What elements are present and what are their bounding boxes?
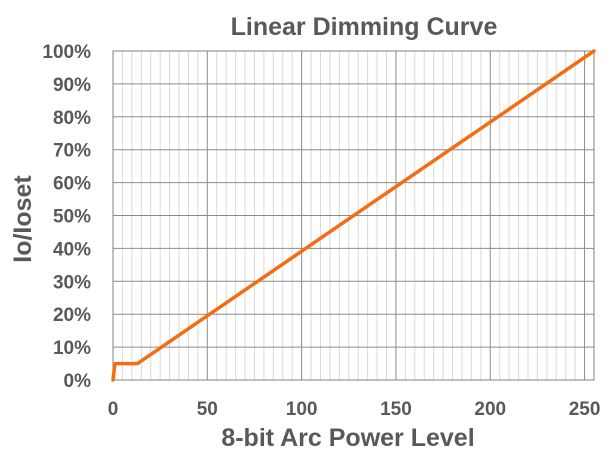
- y-tick-label: 0%: [64, 371, 92, 392]
- x-tick-label: 150: [380, 399, 412, 420]
- grid: [113, 51, 594, 380]
- x-axis-tick-labels: 0 50 100 150 200 250: [108, 399, 601, 420]
- x-tick-label: 200: [474, 399, 506, 420]
- y-axis-title: Io/Ioset: [9, 175, 37, 263]
- y-tick-label: 50%: [53, 207, 91, 228]
- y-tick-label: 10%: [53, 338, 91, 359]
- x-tick-label: 0: [108, 399, 119, 420]
- x-tick-label: 50: [197, 399, 218, 420]
- y-tick-label: 60%: [53, 174, 91, 195]
- y-axis-tick-labels: 0% 10% 20% 30% 40% 50% 60% 70% 80% 90% 100%: [42, 42, 91, 392]
- y-tick-label: 20%: [53, 305, 91, 326]
- x-axis-title: 8-bit Arc Power Level: [221, 424, 474, 452]
- chart-title: Linear Dimming Curve: [231, 13, 498, 41]
- series-layer: [111, 49, 596, 382]
- y-tick-label: 100%: [42, 42, 91, 63]
- x-tick-label: 100: [286, 399, 318, 420]
- x-tick-label: 250: [569, 399, 601, 420]
- y-tick-label: 30%: [53, 272, 91, 293]
- plot-area: [112, 50, 595, 381]
- y-tick-label: 70%: [53, 141, 91, 162]
- y-tick-label: 80%: [53, 108, 91, 129]
- series-line: [111, 49, 596, 382]
- y-tick-label: 40%: [53, 239, 91, 260]
- y-tick-label: 90%: [53, 75, 91, 96]
